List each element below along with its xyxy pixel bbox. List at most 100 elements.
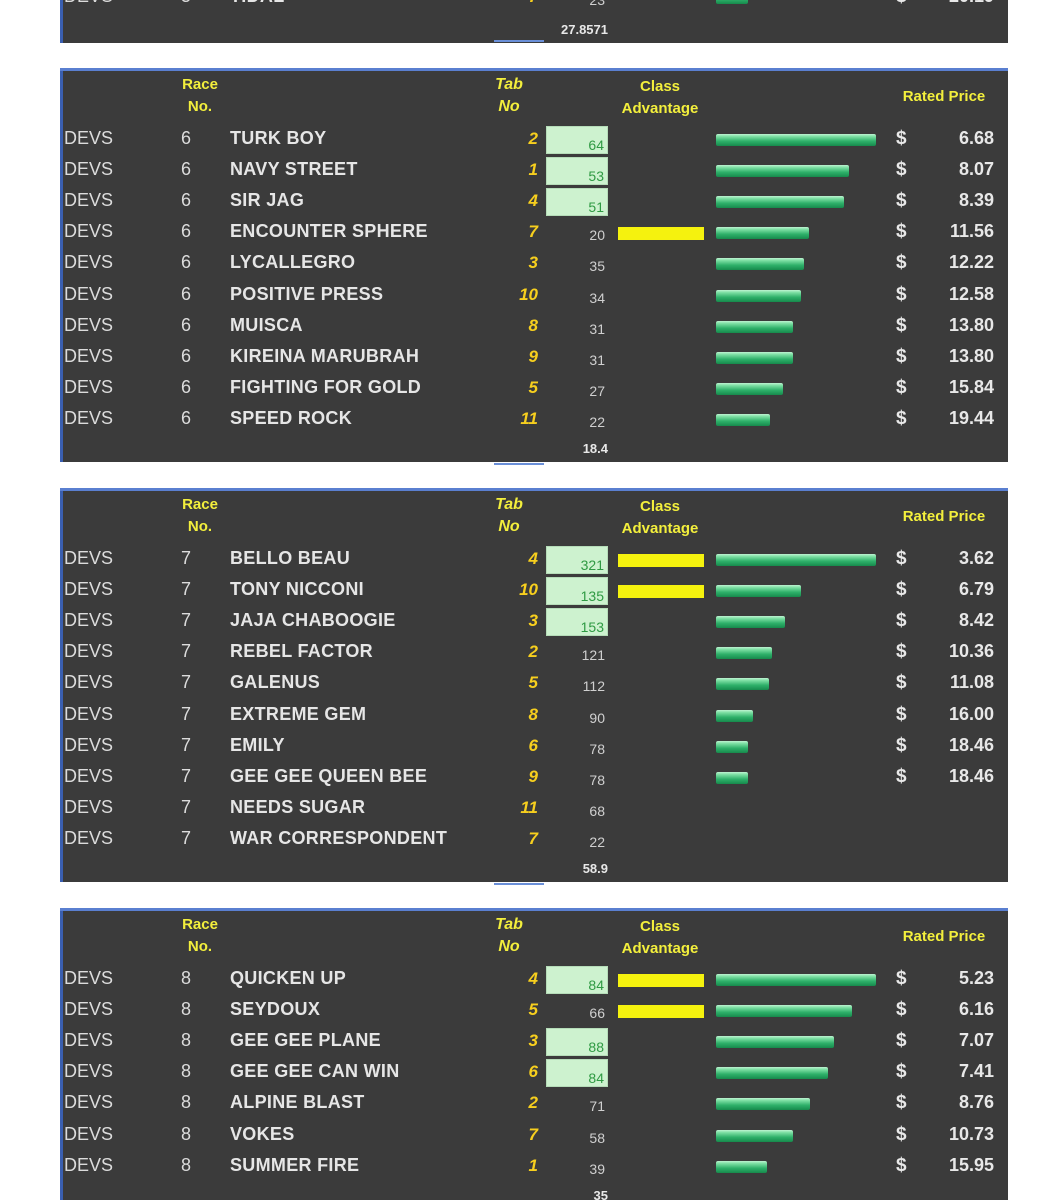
table-top-border	[60, 488, 1008, 491]
horse-name: TIDAL	[230, 0, 285, 7]
rated-bar	[716, 585, 801, 597]
race-number: 6	[181, 346, 192, 366]
dollar-sign: $	[896, 672, 907, 693]
rated-price: 13.80	[948, 315, 994, 335]
horse-name: NAVY STREET	[230, 159, 358, 179]
tab-number: 3	[528, 253, 538, 272]
tab-number: 11	[520, 798, 538, 817]
rated-bar	[716, 1036, 835, 1048]
tab-number: 4	[528, 191, 538, 210]
dollar-sign: $	[896, 346, 907, 367]
track-code: DEVS	[64, 999, 114, 1019]
class-advantage-bar	[618, 1005, 704, 1018]
track-code: DEVS	[64, 221, 114, 241]
rated-price: 7.07	[958, 1030, 994, 1050]
race-total: 58.9	[582, 861, 608, 876]
tab-number: 5	[528, 378, 538, 397]
rating-value: 31	[589, 352, 605, 368]
tab-number: 1	[528, 1156, 538, 1175]
tab-number: 2	[528, 129, 538, 148]
rating-value: 58	[589, 1130, 605, 1146]
rated-bar	[716, 772, 748, 784]
rating-value: 321	[546, 546, 608, 574]
race-number: 6	[181, 159, 192, 179]
track-code: DEVS	[64, 346, 114, 366]
race-number: 6	[181, 284, 192, 304]
tab-number: 4	[528, 969, 538, 988]
track-code: DEVS	[64, 1092, 114, 1112]
rated-bar	[716, 554, 876, 566]
class-advantage-bar	[618, 554, 704, 567]
tab-number: 2	[528, 1093, 538, 1112]
track-code: DEVS	[64, 190, 114, 210]
dollar-sign: $	[896, 735, 907, 756]
rating-value: 22	[589, 414, 605, 430]
track-code: DEVS	[64, 1061, 114, 1081]
header-tab-no: Tab No	[495, 496, 523, 535]
race-5-table-partial: DEVS 5 TIDAL 7 23 $20.19 27.8571	[60, 0, 1008, 43]
race-number: 7	[181, 672, 192, 692]
header-class-advantage: Class Advantage	[621, 498, 699, 537]
rated-bar	[716, 1098, 811, 1110]
header-race-no: Race No.	[182, 496, 218, 535]
tab-number: 11	[520, 409, 538, 428]
rated-price: 12.22	[948, 252, 994, 272]
dollar-sign: $	[896, 1155, 907, 1176]
track-code: DEVS	[64, 0, 113, 7]
dollar-sign: $	[896, 128, 907, 149]
tab-number: 7	[528, 829, 538, 848]
track-code: DEVS	[64, 377, 114, 397]
rated-bar	[716, 710, 753, 722]
rating-value: 68	[589, 803, 605, 819]
race-number: 8	[181, 1061, 192, 1081]
track-code: DEVS	[64, 548, 114, 568]
rated-bar	[716, 1130, 793, 1142]
race-number: 6	[181, 128, 192, 148]
dollar-sign: $	[896, 999, 907, 1020]
race-number: 7	[181, 828, 192, 848]
track-code: DEVS	[64, 159, 114, 179]
rated-price: 5.23	[958, 968, 994, 988]
race-number: 7	[181, 797, 192, 817]
rated-price: 15.84	[948, 377, 994, 397]
track-code: DEVS	[64, 704, 114, 724]
dollar-sign: $	[896, 1124, 907, 1145]
total-underline	[494, 883, 544, 885]
tab-number: 1	[528, 160, 538, 179]
horse-name: GEE GEE CAN WIN	[230, 1061, 400, 1081]
rated-price: 19.44	[948, 408, 994, 428]
race-number: 7	[181, 548, 192, 568]
rated-bar	[716, 616, 785, 628]
rated-price: 8.07	[958, 159, 994, 179]
rating-value: 66	[589, 1005, 605, 1021]
rated-price: 3.62	[958, 548, 994, 568]
rated-price: 8.42	[958, 610, 994, 630]
horse-name: GEE GEE QUEEN BEE	[230, 766, 428, 786]
rated-price: 18.46	[948, 766, 994, 786]
dollar-sign: $	[896, 377, 907, 398]
rated-price: 15.95	[948, 1155, 994, 1175]
tab-number: 6	[528, 1062, 538, 1081]
tab-number: 9	[528, 347, 538, 366]
horse-name: KIREINA MARUBRAH	[230, 346, 420, 366]
header-class-advantage: Class Advantage	[621, 78, 699, 117]
horse-name: MUISCA	[230, 315, 303, 335]
race-number: 6	[181, 252, 192, 272]
track-code: DEVS	[64, 284, 114, 304]
horse-name: POSITIVE PRESS	[230, 284, 384, 304]
horse-name: SPEED ROCK	[230, 408, 353, 428]
table-top-border	[60, 68, 1008, 71]
rated-bar	[716, 290, 801, 302]
track-code: DEVS	[64, 766, 114, 786]
rated-price: 10.36	[948, 641, 994, 661]
race-table: Race No. Tab No Class Advantage Rated Price…	[60, 68, 1008, 465]
rated-price: 8.39	[958, 190, 994, 210]
rating-value: 27	[589, 383, 605, 399]
track-code: DEVS	[64, 610, 114, 630]
rating-value: 39	[589, 1161, 605, 1177]
rated-price: 11.56	[949, 221, 994, 241]
rating-value: 22	[589, 834, 605, 850]
rating-value: 34	[589, 290, 605, 306]
dollar-sign: $	[896, 159, 907, 180]
dollar-sign: $	[896, 766, 907, 787]
